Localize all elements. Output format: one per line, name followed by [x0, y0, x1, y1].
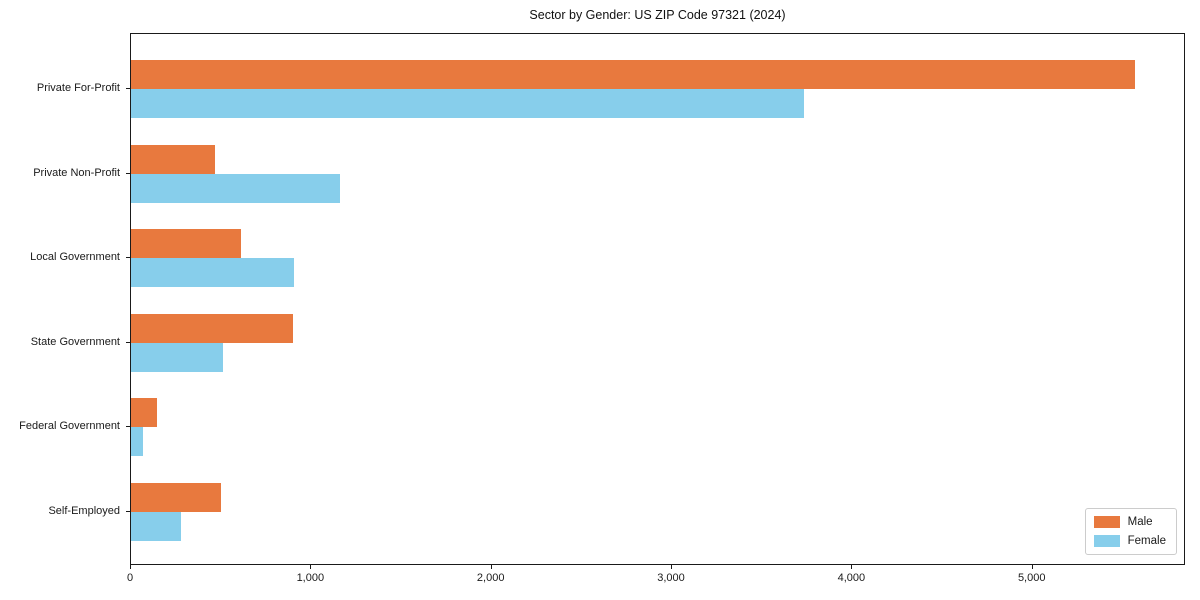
bar-female: [131, 511, 181, 541]
legend-label-female: Female: [1127, 535, 1166, 547]
x-tick-label: 2,000: [476, 572, 505, 584]
bar-male: [131, 313, 293, 343]
female-swatch: [1093, 535, 1120, 547]
bar-female: [131, 342, 223, 372]
y-tick-mark: [126, 172, 130, 174]
legend-item-male: Male: [1093, 516, 1166, 528]
plot-area: Male Female: [130, 33, 1185, 565]
x-tick-label: 1,000: [296, 572, 325, 584]
bar-female: [131, 258, 294, 287]
x-tick-mark: [671, 565, 673, 569]
bar-female: [131, 173, 340, 203]
bar-male: [131, 229, 241, 258]
y-tick-mark: [126, 426, 130, 427]
y-axis-label: Private For-Profit: [36, 82, 120, 94]
bar-male: [131, 144, 215, 174]
chart-title: Sector by Gender: US ZIP Code 97321 (202…: [529, 8, 786, 22]
y-tick-mark: [126, 257, 130, 258]
y-tick-mark: [126, 510, 130, 512]
x-tick-mark: [310, 565, 312, 569]
x-tick-label: 4,000: [837, 572, 866, 584]
male-swatch: [1093, 516, 1120, 528]
x-tick-label: 0: [126, 572, 134, 584]
y-axis-label: Private Non-Profit: [33, 166, 120, 179]
y-axis-label: Self-Employed: [48, 504, 120, 517]
bar-female: [131, 89, 805, 118]
y-axis-label: Local Government: [30, 251, 120, 263]
y-axis-label: Federal Government: [19, 420, 120, 432]
x-tick-mark: [130, 565, 131, 569]
bar-male: [131, 482, 221, 512]
y-tick-mark: [126, 88, 130, 89]
x-tick-label: 5,000: [1017, 572, 1046, 584]
bar-male: [131, 60, 1135, 89]
legend-label-male: Male: [1127, 516, 1153, 528]
y-tick-mark: [126, 341, 130, 343]
bar-male: [131, 398, 158, 427]
x-tick-label: 3,000: [657, 572, 685, 584]
bar-female: [131, 427, 143, 456]
y-axis-label: State Government: [30, 335, 120, 348]
x-tick-mark: [851, 565, 853, 569]
legend-item-female: Female: [1093, 535, 1166, 547]
x-tick-mark: [1031, 565, 1033, 569]
legend: Male Female: [1084, 508, 1177, 555]
x-tick-mark: [490, 565, 492, 569]
